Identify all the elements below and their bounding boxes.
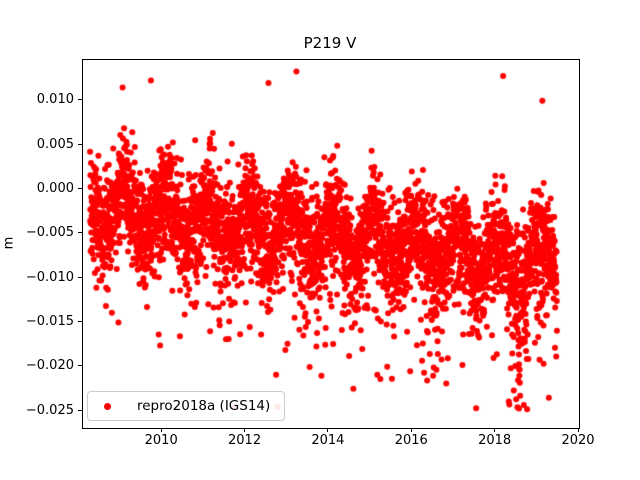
- y-axis-tick: [78, 320, 82, 322]
- legend-marker-dot: [104, 402, 111, 410]
- x-axis-tick: [494, 428, 496, 432]
- y-tick-label: −0.015: [25, 313, 74, 329]
- x-axis-tick: [410, 428, 412, 432]
- y-axis-tick: [78, 187, 82, 189]
- x-tick-label: 2016: [394, 433, 428, 448]
- y-tick-label: −0.025: [25, 402, 74, 418]
- x-axis-tick: [327, 428, 329, 432]
- x-tick-label: 2014: [311, 433, 345, 448]
- plot-area: repro2018a (IGS14): [82, 59, 580, 429]
- y-tick-label: 0.000: [36, 180, 74, 196]
- y-tick-label: 0.010: [36, 92, 74, 108]
- x-tick-label: 2012: [228, 433, 262, 448]
- y-tick-label: 0.005: [36, 136, 74, 152]
- x-axis-tick: [244, 428, 246, 432]
- x-axis-tick: [160, 428, 162, 432]
- y-axis-tick: [78, 409, 82, 411]
- y-tick-label: −0.010: [25, 269, 74, 285]
- legend: repro2018a (IGS14): [87, 391, 286, 421]
- x-tick-label: 2010: [144, 433, 178, 448]
- x-axis-tick: [577, 428, 579, 432]
- y-tick-label: −0.020: [25, 358, 74, 374]
- chart-title: P219 V: [303, 34, 357, 52]
- y-axis-tick: [78, 232, 82, 234]
- y-tick-label: −0.005: [25, 225, 74, 241]
- y-axis-tick: [78, 143, 82, 145]
- y-axis-tick: [78, 276, 82, 278]
- scatter-canvas: [83, 60, 579, 428]
- x-tick-label: 2020: [561, 433, 595, 448]
- y-axis-tick: [78, 365, 82, 367]
- legend-label: repro2018a (IGS14): [137, 398, 271, 414]
- x-tick-label: 2018: [478, 433, 512, 448]
- y-axis-tick: [78, 99, 82, 101]
